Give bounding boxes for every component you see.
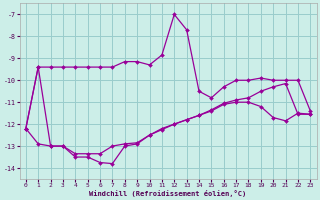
X-axis label: Windchill (Refroidissement éolien,°C): Windchill (Refroidissement éolien,°C) bbox=[90, 190, 247, 197]
